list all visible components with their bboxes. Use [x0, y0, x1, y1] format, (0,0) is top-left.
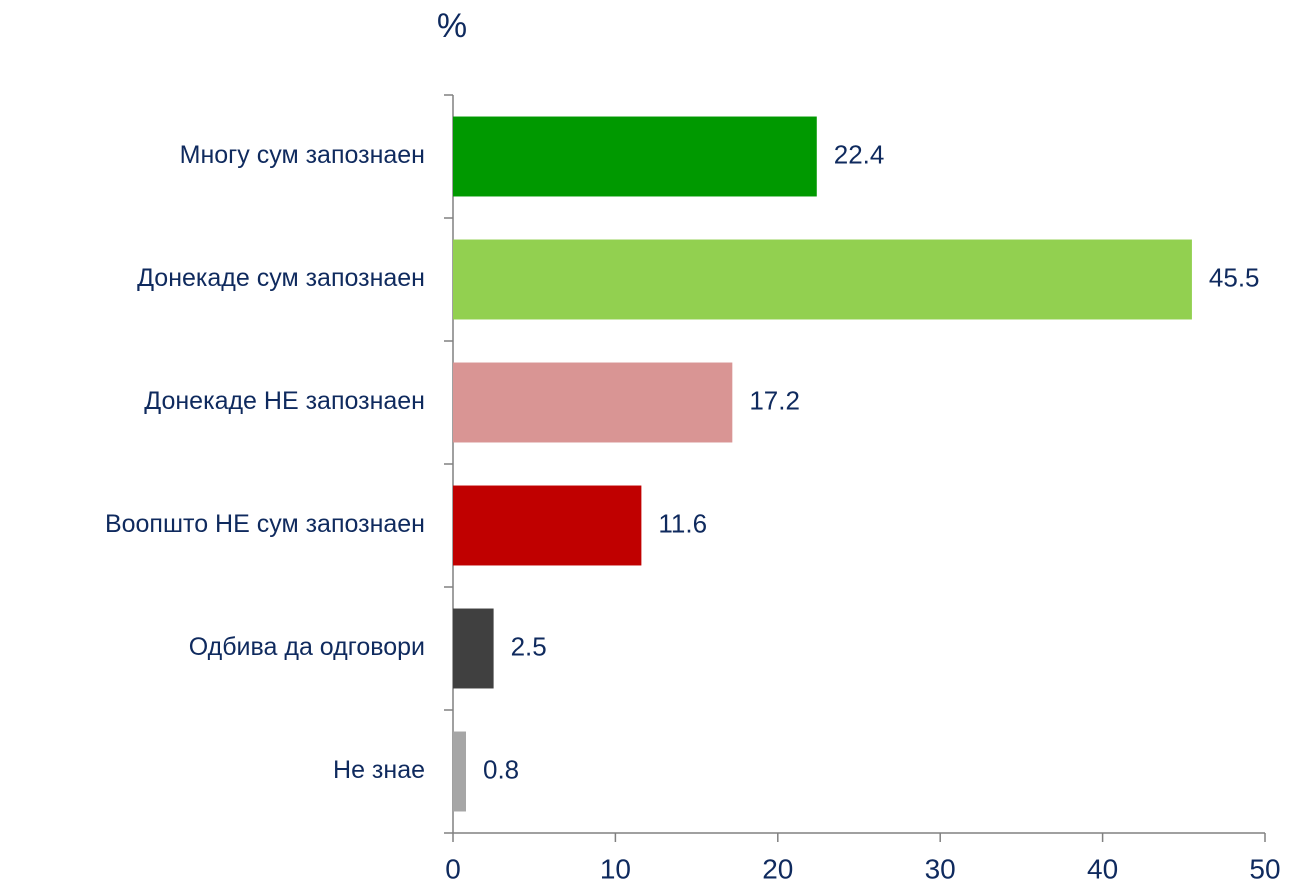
bar: [453, 731, 466, 812]
chart-title: %: [437, 7, 467, 45]
bar: [453, 116, 817, 197]
bar: [453, 239, 1192, 320]
y-tick-label: Воопшто НЕ сум запознаен: [105, 510, 425, 538]
x-tick-label: 30: [925, 853, 956, 884]
x-tick-label: 10: [600, 853, 631, 884]
x-tick-label: 40: [1087, 853, 1118, 884]
bar: [453, 485, 642, 566]
y-tick-label: Одбива да одговори: [189, 633, 425, 661]
value-label: 11.6: [658, 508, 707, 538]
y-tick-label: Донекаде сум запознаен: [137, 264, 425, 292]
value-label: 2.5: [511, 631, 547, 661]
y-tick-label: Не знае: [333, 756, 425, 784]
x-tick-label: 50: [1249, 853, 1280, 884]
x-tick-label: 0: [445, 853, 461, 884]
bar: [453, 608, 494, 689]
y-tick-label: Многу сум запознаен: [180, 141, 425, 169]
x-tick-label: 20: [762, 853, 793, 884]
bar: [453, 362, 733, 443]
value-label: 45.5: [1209, 262, 1260, 292]
value-label: 22.4: [834, 139, 885, 169]
y-tick-label: Донекаде НЕ запознаен: [144, 387, 425, 415]
value-label: 17.2: [749, 385, 800, 415]
value-label: 0.8: [483, 754, 519, 784]
